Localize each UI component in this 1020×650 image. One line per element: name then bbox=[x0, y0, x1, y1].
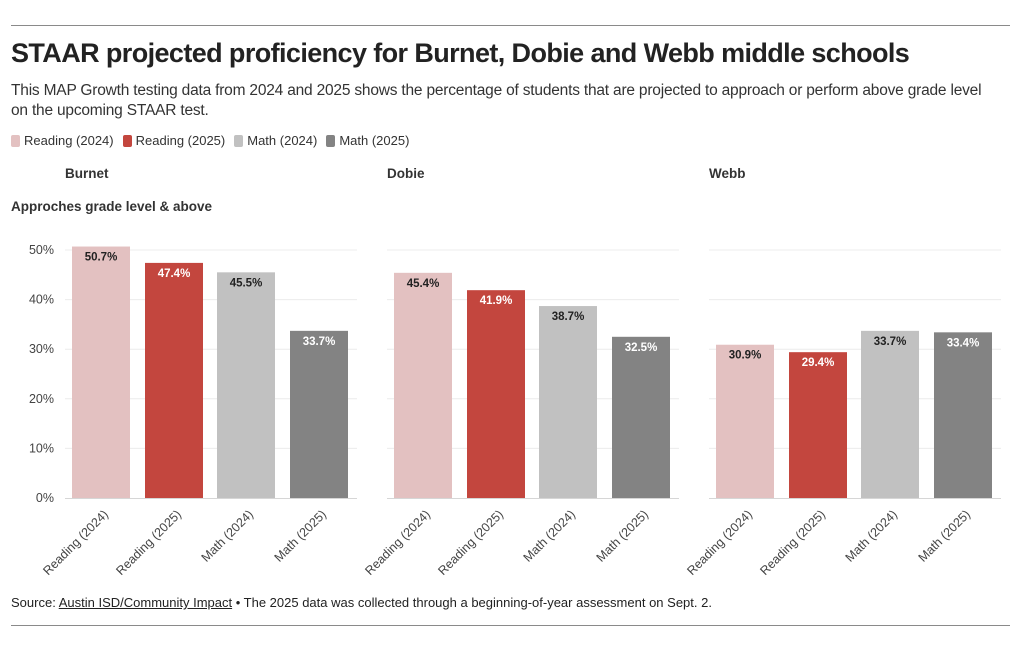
legend-swatch-reading-2025 bbox=[122, 134, 132, 147]
panel-title-burnet: Burnet bbox=[65, 166, 109, 181]
bottom-rule bbox=[11, 625, 1010, 626]
value-label-webb-reading-2025: 29.4% bbox=[802, 357, 835, 369]
x-tick-label-dobie-reading-2024: Reading (2024) bbox=[362, 507, 433, 578]
source-prefix: Source: bbox=[11, 595, 56, 610]
legend-item-math-2024[interactable]: Math (2024) bbox=[234, 133, 317, 148]
bar-burnet-reading-2024 bbox=[72, 246, 130, 498]
value-label-webb-math-2025: 33.4% bbox=[947, 337, 980, 349]
y-tick-label: 50% bbox=[29, 243, 54, 257]
value-label-dobie-math-2024: 38.7% bbox=[552, 311, 585, 323]
bar-dobie-reading-2024 bbox=[394, 272, 452, 498]
legend: Reading (2024) Reading (2025) Math (2024… bbox=[11, 133, 418, 148]
panel-title-dobie: Dobie bbox=[387, 166, 425, 181]
x-tick-label-burnet-math-2024: Math (2024) bbox=[199, 507, 257, 565]
bar-webb-math-2024 bbox=[861, 330, 919, 498]
y-axis-title: Approches grade level & above bbox=[11, 199, 213, 214]
value-label-webb-reading-2024: 30.9% bbox=[729, 350, 762, 362]
legend-label-math-2024: Math (2024) bbox=[247, 133, 318, 148]
value-label-dobie-math-2025: 32.5% bbox=[625, 342, 658, 354]
bar-dobie-reading-2025 bbox=[467, 290, 525, 498]
bar-webb-reading-2025 bbox=[789, 352, 847, 498]
x-tick-label-burnet-reading-2025: Reading (2025) bbox=[113, 507, 184, 578]
bar-burnet-math-2025 bbox=[290, 330, 348, 498]
y-tick-label: 10% bbox=[29, 441, 54, 455]
x-tick-label-burnet-reading-2024: Reading (2024) bbox=[40, 507, 111, 578]
legend-swatch-math-2025 bbox=[326, 134, 336, 147]
value-label-webb-math-2024: 33.7% bbox=[874, 336, 907, 348]
y-tick-label: 0% bbox=[36, 491, 54, 505]
value-label-dobie-reading-2024: 45.4% bbox=[407, 278, 440, 290]
value-label-burnet-math-2024: 45.5% bbox=[230, 277, 263, 289]
value-label-burnet-reading-2025: 47.4% bbox=[158, 268, 191, 280]
source-suffix: • The 2025 data was collected through a … bbox=[235, 595, 712, 610]
bar-dobie-math-2025 bbox=[612, 336, 670, 498]
x-tick-label-webb-math-2024: Math (2024) bbox=[843, 507, 901, 565]
source-line: Source: Austin ISD/Community Impact • Th… bbox=[11, 595, 712, 610]
legend-item-reading-2025[interactable]: Reading (2025) bbox=[122, 133, 226, 148]
x-tick-label-dobie-math-2025: Math (2025) bbox=[594, 507, 652, 565]
y-tick-label: 40% bbox=[29, 293, 54, 307]
x-tick-label-webb-math-2025: Math (2025) bbox=[916, 507, 974, 565]
legend-swatch-math-2024 bbox=[234, 134, 244, 147]
panel-title-webb: Webb bbox=[709, 166, 746, 181]
bar-dobie-math-2024 bbox=[539, 306, 597, 498]
value-label-burnet-math-2025: 33.7% bbox=[303, 336, 336, 348]
chart-subtitle: This MAP Growth testing data from 2024 a… bbox=[11, 82, 982, 119]
bar-burnet-math-2024 bbox=[217, 272, 275, 498]
legend-label-reading-2024: Reading (2024) bbox=[24, 133, 114, 148]
x-tick-label-webb-reading-2025: Reading (2025) bbox=[757, 507, 828, 578]
x-tick-label-dobie-math-2024: Math (2024) bbox=[521, 507, 579, 565]
y-tick-label: 20% bbox=[29, 392, 54, 406]
bar-burnet-reading-2025 bbox=[145, 262, 203, 498]
x-tick-label-burnet-math-2025: Math (2025) bbox=[272, 507, 330, 565]
chart-title: STAAR projected proficiency for Burnet, … bbox=[11, 38, 910, 68]
bar-chart: Approches grade level & above 0% 10% 20% 30%… bbox=[11, 166, 1001, 578]
x-tick-label-webb-reading-2024: Reading (2024) bbox=[684, 507, 755, 578]
value-label-dobie-reading-2025: 41.9% bbox=[480, 295, 513, 307]
value-label-burnet-reading-2024: 50.7% bbox=[85, 252, 118, 264]
legend-swatch-reading-2024 bbox=[11, 134, 20, 147]
legend-item-math-2025[interactable]: Math (2025) bbox=[326, 133, 409, 148]
top-rule bbox=[11, 25, 1010, 26]
bar-webb-reading-2024 bbox=[716, 344, 774, 498]
y-tick-label: 30% bbox=[29, 342, 54, 356]
bar-webb-math-2025 bbox=[934, 332, 992, 498]
legend-label-math-2025: Math (2025) bbox=[339, 133, 410, 148]
legend-label-reading-2025: Reading (2025) bbox=[135, 133, 226, 148]
x-tick-label-dobie-reading-2025: Reading (2025) bbox=[435, 507, 506, 578]
source-link[interactable]: Austin ISD/Community Impact bbox=[58, 595, 233, 610]
legend-item-reading-2024[interactable]: Reading (2024) bbox=[11, 133, 114, 148]
